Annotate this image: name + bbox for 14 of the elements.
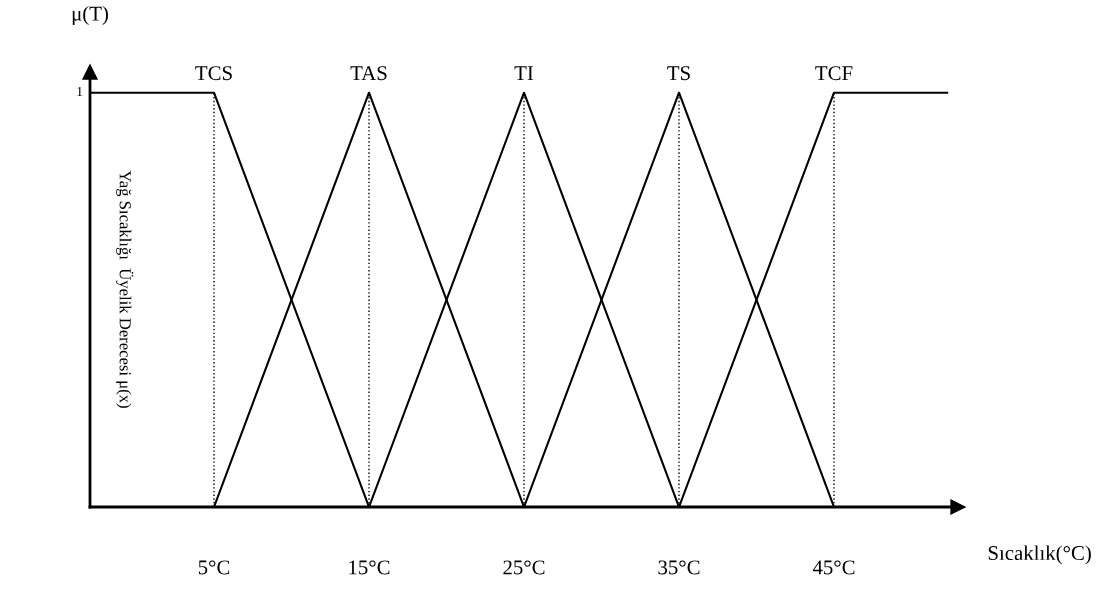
series-label: TAS xyxy=(350,66,387,81)
series-label: TS xyxy=(667,66,690,81)
x-tick-label: 25°C xyxy=(503,560,545,575)
text: μ(T) xyxy=(72,5,108,25)
series-label: TI xyxy=(514,66,534,80)
x-tick-label: 45°C xyxy=(812,560,855,575)
series-label: TCF xyxy=(815,66,853,81)
x-tick-label: 35°C xyxy=(658,560,700,575)
x-tick-label: 5°C xyxy=(198,560,230,575)
series-label: TCS xyxy=(195,66,232,81)
x-tick-label: 15°C xyxy=(349,560,390,575)
text: 1 xyxy=(77,86,83,97)
y-axis-title: Yağ Sıcaklığı Üyelik Derecesi μ(x) xyxy=(116,170,134,408)
x-axis-title: Sıcaklık(°C) xyxy=(988,545,1091,565)
